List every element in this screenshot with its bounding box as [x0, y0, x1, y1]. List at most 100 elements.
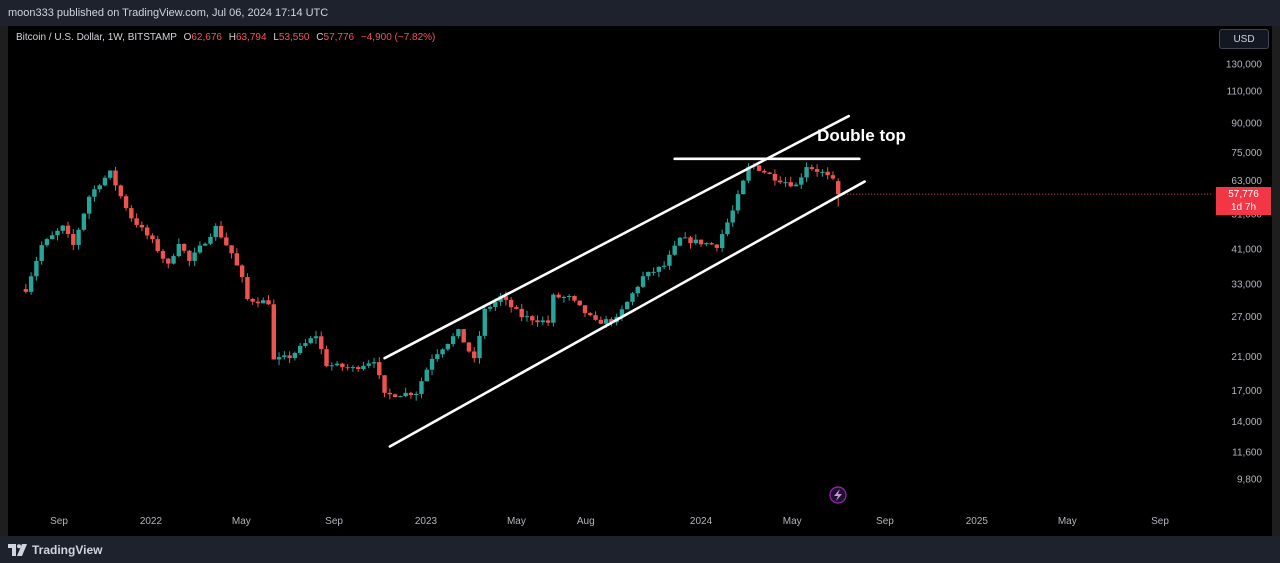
chart-area[interactable]	[8, 26, 1272, 536]
time-tick-label: 2023	[415, 516, 438, 527]
candle-body	[387, 392, 393, 395]
candle-body	[403, 392, 408, 397]
candle-body	[466, 342, 472, 352]
candle-body	[582, 305, 588, 314]
candle-body	[334, 363, 340, 366]
tradingview-logo[interactable]: TradingView	[8, 543, 102, 557]
candle-body	[756, 165, 762, 171]
channel-lower-line[interactable]	[388, 180, 866, 448]
candle-body	[545, 320, 551, 323]
candle-body	[683, 237, 688, 239]
candle-body	[377, 362, 382, 376]
candle-body	[308, 338, 313, 344]
candle-body	[508, 299, 514, 308]
candle-body	[292, 352, 298, 359]
price-tick-label: 9,800	[1237, 475, 1262, 486]
candle-body	[266, 300, 271, 305]
candle-body	[350, 367, 356, 369]
candle-body	[329, 365, 335, 367]
candle-body	[830, 175, 836, 179]
candle-body	[598, 319, 604, 324]
time-axis[interactable]: Sep 2022 May Sep 2023 May Aug 2024 May Sep 2025 May…	[50, 516, 1169, 527]
candle-body	[487, 306, 493, 309]
candle-body	[160, 251, 166, 259]
candle-body	[408, 392, 414, 396]
candle-body	[561, 296, 567, 298]
candle-body	[414, 393, 419, 396]
candle-body	[777, 180, 783, 183]
candle-body	[820, 171, 825, 173]
candle-body	[234, 253, 240, 266]
candle-body	[704, 243, 709, 245]
open-label: O	[183, 32, 192, 43]
candle-body	[345, 367, 350, 369]
candle-body	[340, 363, 345, 368]
price-tick-label: 14,000	[1231, 417, 1262, 428]
time-tick-label: Sep	[1151, 516, 1169, 527]
candle-body	[762, 170, 767, 173]
candle-body	[176, 243, 182, 257]
lightning-icon[interactable]	[829, 486, 847, 504]
candle-body	[429, 358, 435, 370]
candle-body	[65, 225, 71, 234]
symbol-title: Bitcoin / U.S. Dollar, 1W, BITSTAMP	[16, 32, 177, 43]
double-top-label[interactable]: Double top	[817, 126, 906, 145]
tradingview-icon	[8, 544, 27, 556]
candle-body	[181, 243, 187, 251]
candle-body	[445, 343, 451, 350]
low-value: 53,550	[278, 32, 310, 43]
candle-body	[566, 295, 572, 297]
candle-body	[656, 266, 662, 272]
time-tick-label: 2025	[966, 516, 989, 527]
candle-body	[303, 343, 308, 346]
currency-button[interactable]: USD	[1219, 29, 1269, 49]
time-tick-label: May	[507, 516, 526, 527]
candle-body	[588, 313, 593, 316]
candle-body	[297, 345, 303, 353]
candle-body	[245, 277, 250, 300]
candle-body	[519, 308, 524, 318]
candle-body	[134, 218, 139, 225]
candle-body	[746, 166, 751, 181]
candle-body	[202, 243, 208, 246]
candle-body	[456, 329, 461, 337]
channel-upper-line[interactable]	[383, 114, 851, 360]
candle-body	[524, 316, 530, 318]
open-value: 62,676	[191, 32, 222, 43]
candle-body	[661, 265, 667, 267]
candle-body	[129, 208, 134, 219]
candle-body	[355, 367, 361, 370]
candle-body	[698, 239, 704, 245]
price-tick-label: 27,000	[1231, 312, 1262, 323]
candle-body	[282, 355, 287, 358]
candle-body	[735, 194, 741, 211]
candle-body	[677, 237, 683, 246]
candle-body	[60, 225, 65, 231]
candle-body	[76, 229, 81, 245]
candle-body	[640, 276, 646, 287]
time-tick-label: Sep	[325, 516, 343, 527]
candle-body	[118, 185, 123, 197]
drawings-layer[interactable]: Double top	[383, 114, 906, 448]
candle-body	[540, 320, 546, 323]
candle-body	[793, 184, 799, 187]
candle-body	[577, 300, 582, 306]
candle-body	[44, 239, 50, 246]
price-axis[interactable]: 9,800 11,600 14,000 17,000 21,000 27,000 33,00…	[1226, 60, 1263, 486]
price-tick-label: 17,000	[1231, 386, 1262, 397]
high-value: 63,794	[235, 32, 267, 43]
candle-body	[788, 182, 793, 187]
price-tick-label: 130,000	[1226, 60, 1263, 71]
candle-body	[55, 230, 60, 236]
candle-body	[255, 301, 261, 304]
candle-body	[619, 309, 625, 317]
candle-body	[28, 276, 34, 292]
time-tick-label: May	[1058, 516, 1077, 527]
price-tick-label: 41,000	[1231, 245, 1262, 256]
candle-body	[783, 182, 788, 184]
price-tick-label: 90,000	[1231, 119, 1262, 130]
candle-body	[493, 301, 498, 307]
candle-body	[799, 177, 804, 185]
candle-body	[482, 308, 487, 336]
